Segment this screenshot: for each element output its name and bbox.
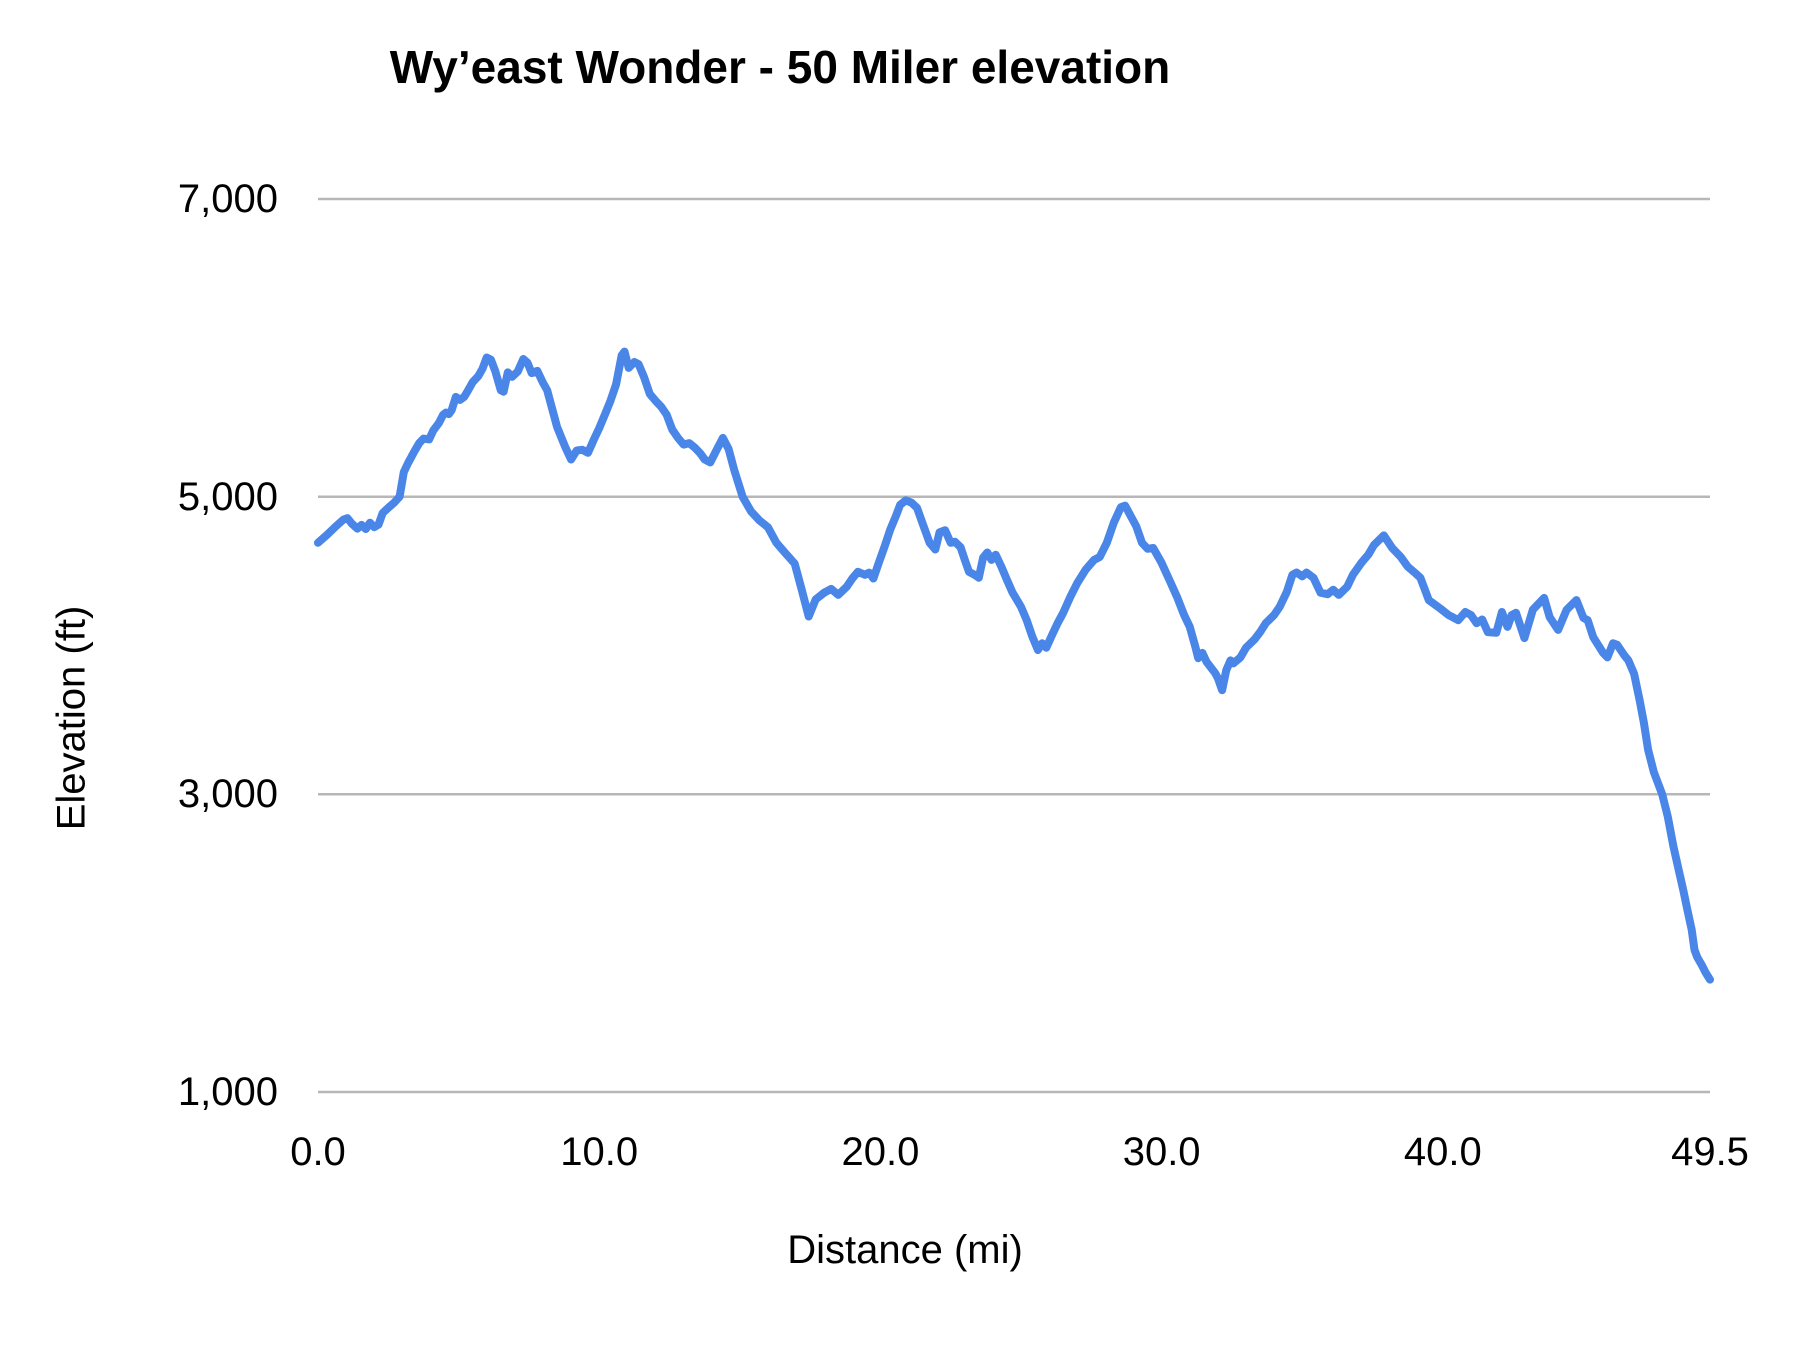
x-axis-title: Distance (mi)	[787, 1228, 1023, 1272]
chart-title: Wy’east Wonder - 50 Miler elevation	[389, 41, 1171, 93]
y-tick-label: 7,000	[177, 177, 278, 221]
plot-area	[314, 197, 1714, 1094]
elevation-line-series	[314, 347, 1714, 984]
y-tick-label: 3,000	[177, 772, 278, 817]
y-tick-label: 1,000	[177, 1070, 278, 1114]
gridlines	[318, 197, 1710, 1094]
x-axis-tick-labels: 0.0 10.0 20.0 30.0 40.0 49.5	[0, 1128, 1800, 1188]
y-axis-tick-labels: 1,000 3,000 5,000 7,000	[0, 0, 278, 1350]
x-tick-label: 0.0	[290, 1130, 346, 1174]
x-tick-label: 49.5	[1671, 1130, 1749, 1174]
y-tick-label: 5,000	[177, 474, 278, 519]
x-tick-label: 10.0	[560, 1130, 639, 1174]
x-tick-label: 20.0	[841, 1130, 920, 1174]
x-tick-label: 30.0	[1122, 1130, 1201, 1174]
x-tick-label: 40.0	[1403, 1130, 1482, 1174]
